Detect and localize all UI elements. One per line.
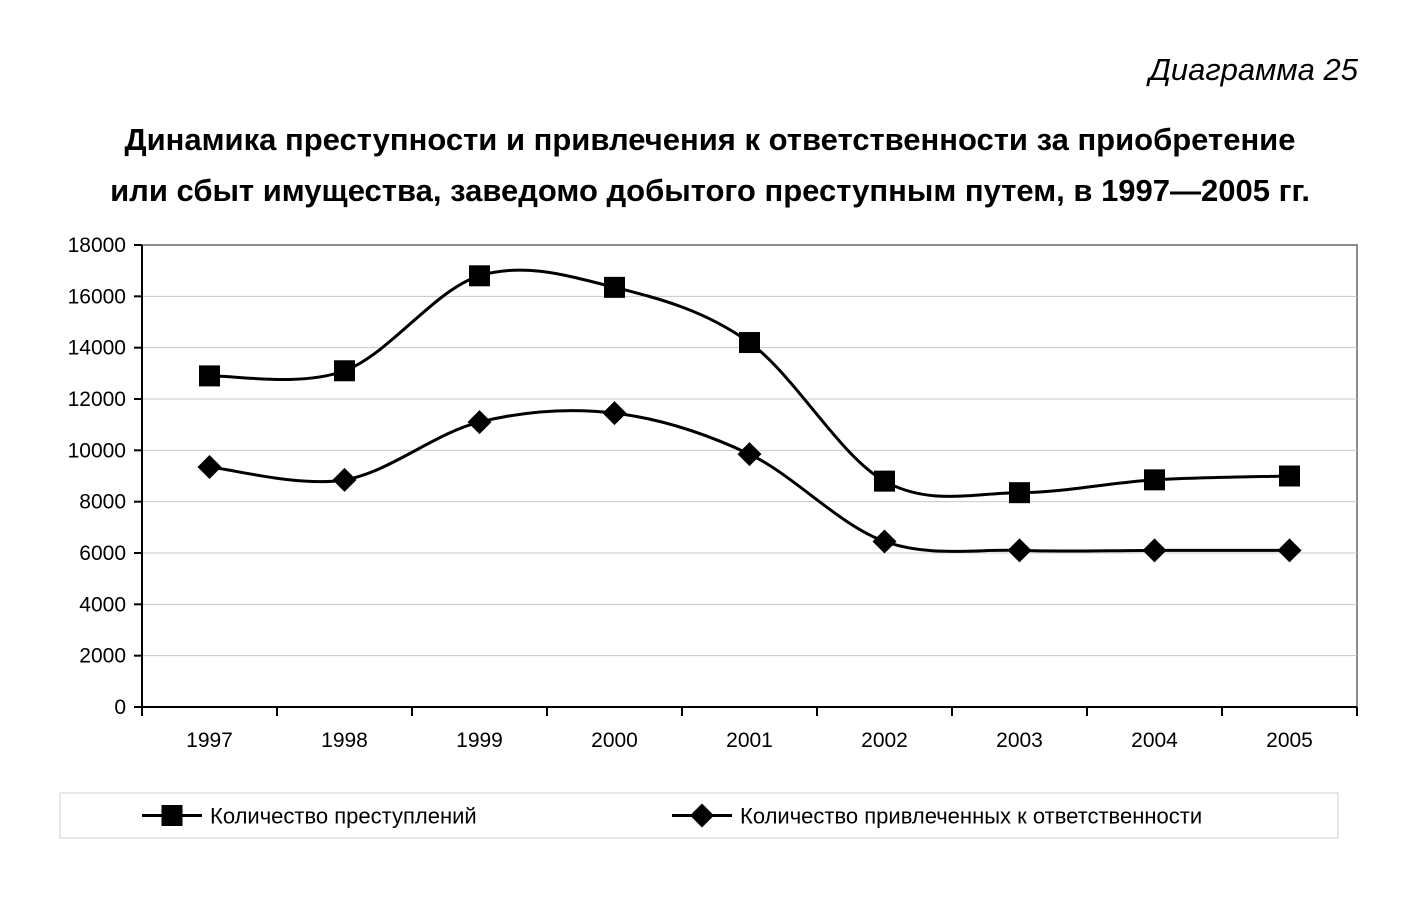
series-2-point-1998 — [332, 467, 357, 492]
y-tick-label-0: 0 — [114, 696, 126, 719]
series-2-point-2001 — [737, 442, 762, 467]
series-1-point-2004 — [1144, 469, 1165, 491]
x-tick-label-2003: 2003 — [996, 729, 1043, 752]
y-tick-label-4000: 4000 — [79, 593, 126, 616]
legend-marker-1 — [161, 805, 183, 826]
legend-label-2: Количество привлеченных к ответственност… — [740, 804, 1202, 829]
chart-title-line-2: или сбыт имущества, заведомо добытого пр… — [110, 173, 1310, 208]
x-tick-label-1998: 1998 — [321, 729, 368, 752]
series-2-point-2002 — [872, 529, 897, 554]
chart-title-line-1: Динамика преступности и привлечения к от… — [124, 122, 1296, 157]
series-2-point-1999 — [467, 410, 492, 435]
series-2-point-2000 — [602, 401, 627, 426]
y-tick-label-14000: 14000 — [68, 337, 126, 360]
x-tick-label-2001: 2001 — [726, 729, 773, 752]
series-1 — [199, 265, 1300, 504]
y-tick-label-18000: 18000 — [68, 234, 126, 257]
series-1-point-2000 — [604, 276, 625, 298]
legend: Количество преступлений Количество привле… — [59, 792, 1339, 839]
series-1-point-1999 — [469, 265, 490, 287]
legend-label-1: Количество преступлений — [210, 804, 477, 829]
series-1-point-2001 — [739, 332, 760, 354]
x-tick-label-2005: 2005 — [1266, 729, 1313, 752]
x-tick-label-2000: 2000 — [591, 729, 638, 752]
series-1-point-2002 — [874, 470, 895, 492]
y-tick-label-10000: 10000 — [68, 439, 126, 462]
x-tick-label-1997: 1997 — [186, 729, 233, 752]
series-1-point-2003 — [1009, 482, 1030, 504]
series-2-point-2003 — [1007, 538, 1032, 563]
series-1-point-1997 — [199, 365, 220, 387]
y-tick-label-16000: 16000 — [68, 285, 126, 308]
x-tick-label-1999: 1999 — [456, 729, 503, 752]
plot-area — [141, 244, 1358, 708]
legend-marker-2 — [690, 803, 714, 828]
y-tick-label-6000: 6000 — [79, 542, 126, 565]
series-2-point-2005 — [1277, 538, 1302, 563]
series-2-point-2004 — [1142, 538, 1167, 563]
chart-title: Динамика преступности и привлечения к от… — [0, 114, 1420, 216]
y-tick-label-12000: 12000 — [68, 388, 126, 411]
series-1-point-1998 — [334, 360, 355, 382]
y-tick-label-8000: 8000 — [79, 491, 126, 514]
series-1-point-2005 — [1279, 465, 1300, 487]
x-tick-label-2002: 2002 — [861, 729, 908, 752]
diagram-number: Диаграмма 25 — [1149, 52, 1358, 87]
series-2-point-1997 — [197, 455, 222, 480]
series-2 — [197, 401, 1302, 563]
y-tick-label-2000: 2000 — [79, 645, 126, 668]
x-tick-label-2004: 2004 — [1131, 729, 1178, 752]
